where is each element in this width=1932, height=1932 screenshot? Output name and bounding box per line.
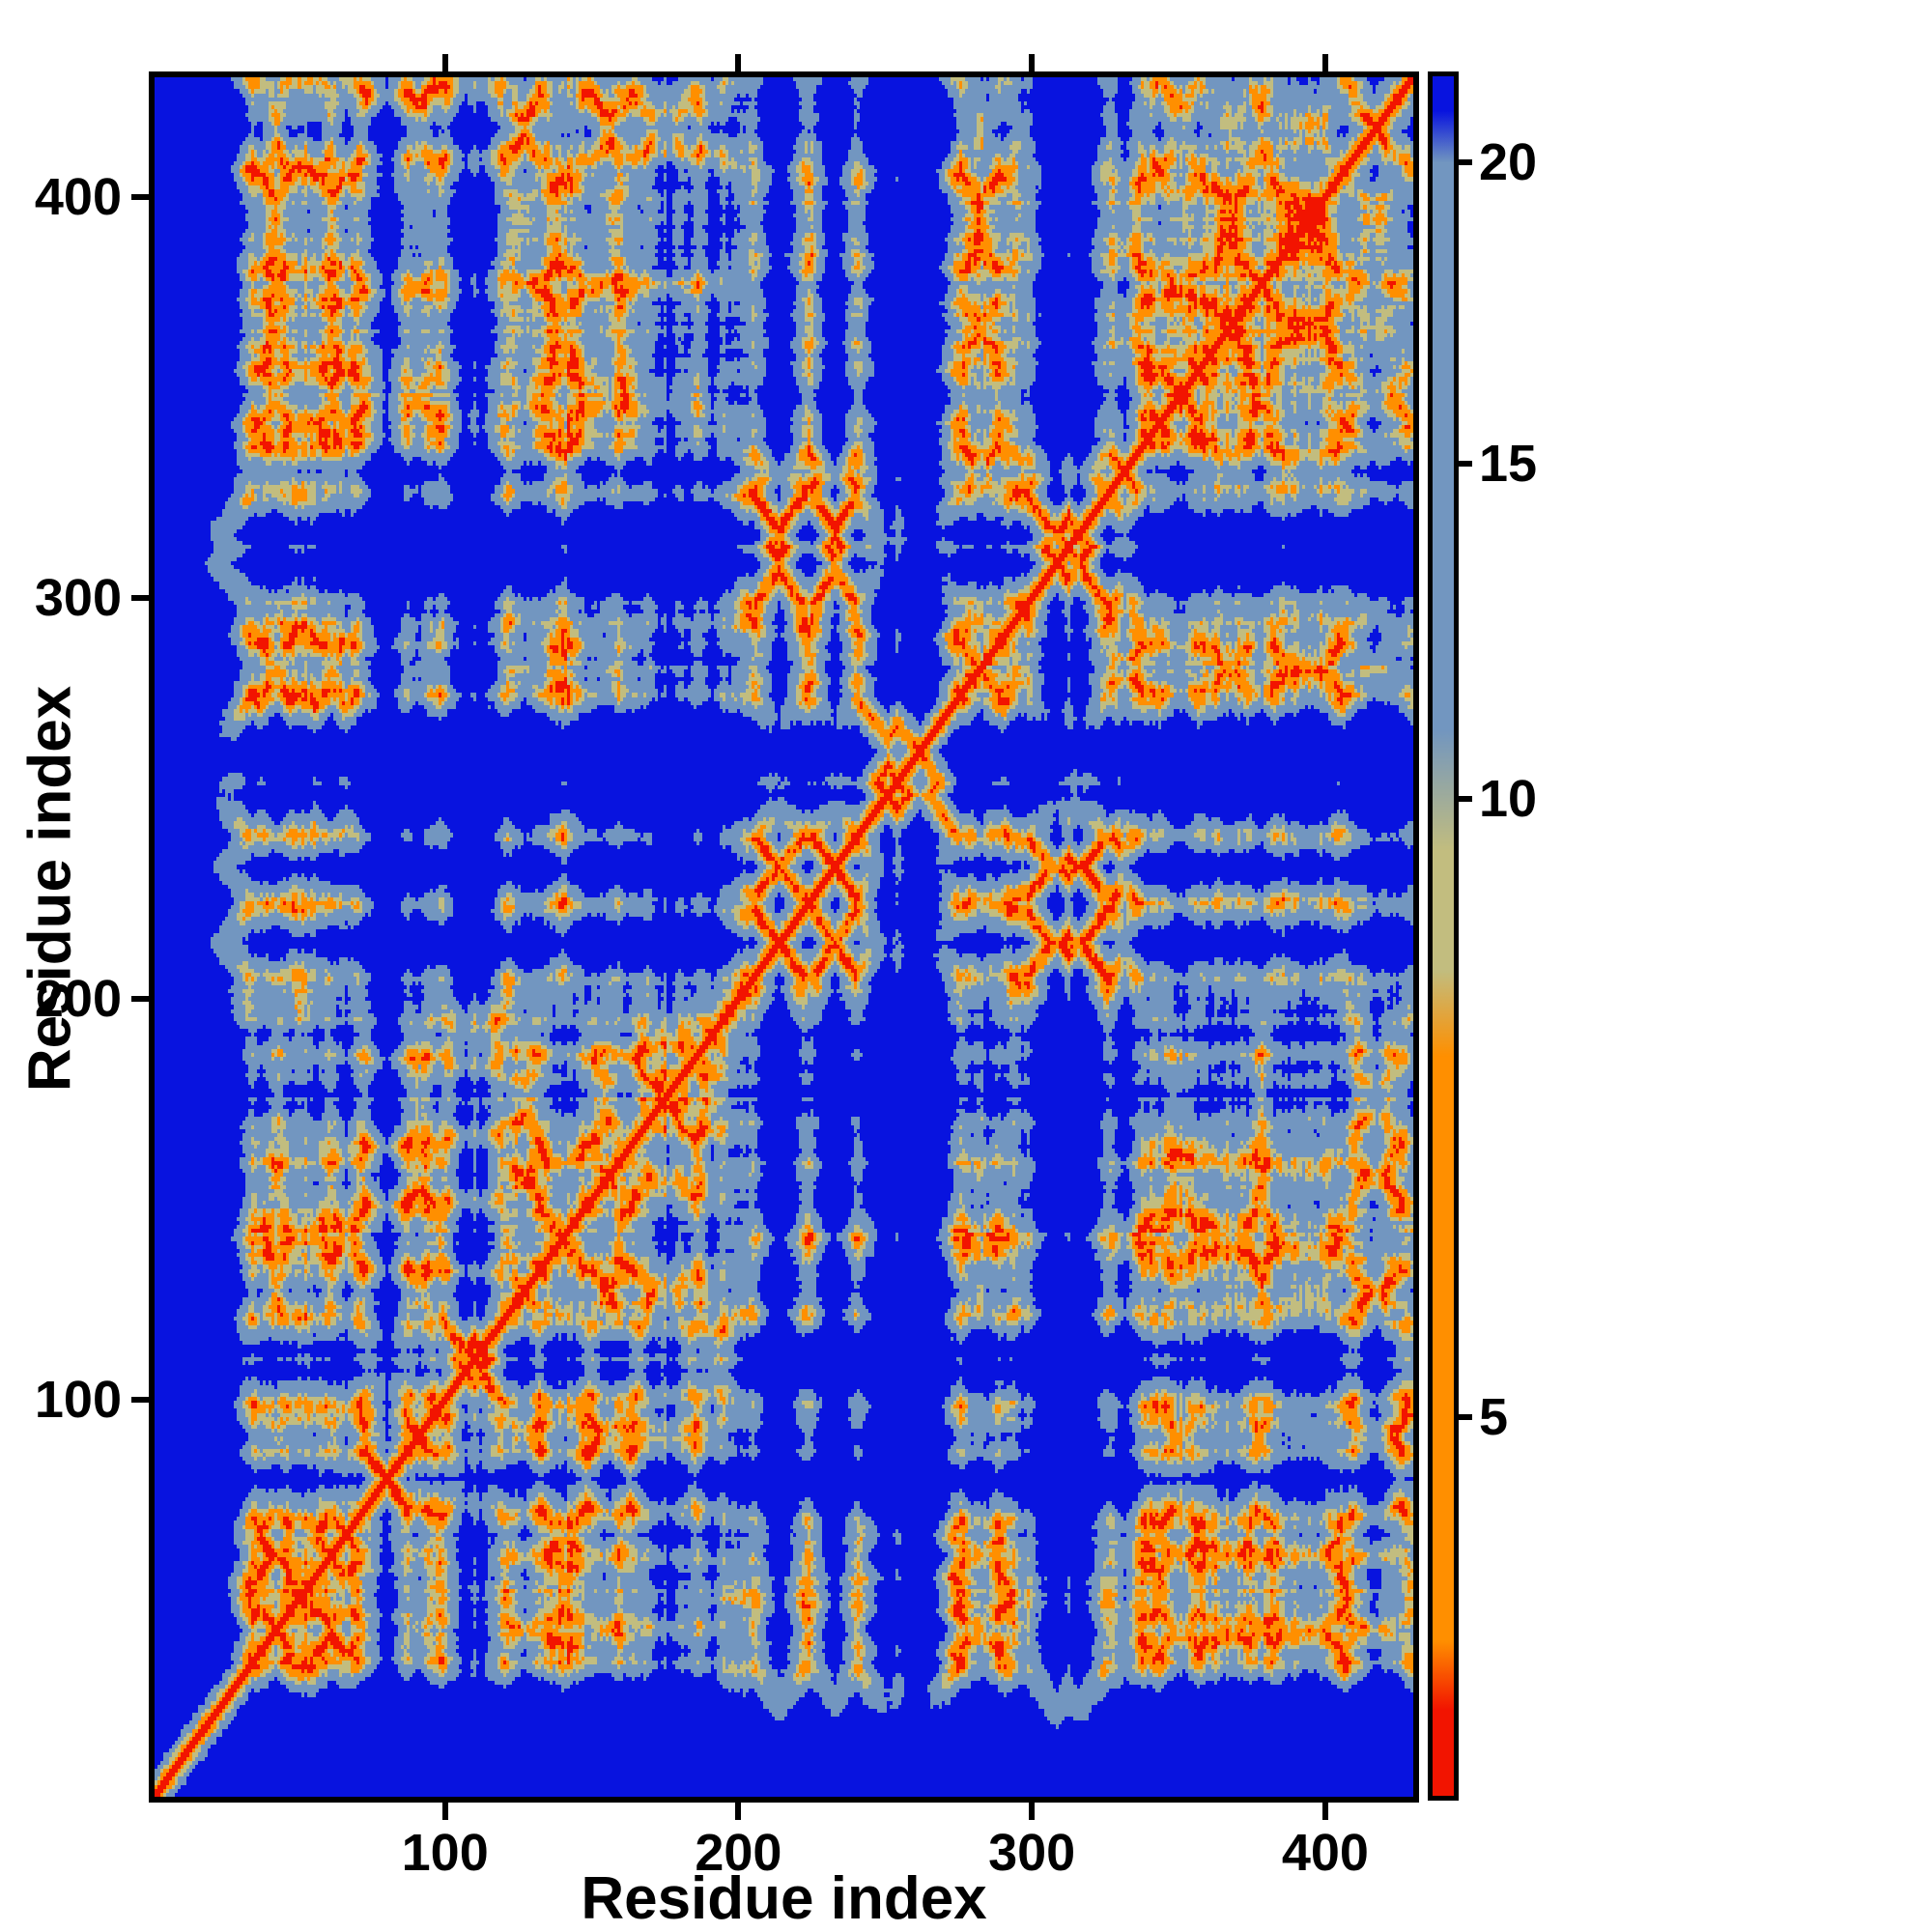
colorbar-tick-mark [1459,1414,1472,1421]
colorbar-tick-mark [1459,795,1472,802]
x-tick-label: 300 [988,1824,1076,1882]
y-tick-label: 200 [34,970,122,1029]
x-tick-mark-top [1029,54,1036,71]
x-tick-label: 400 [1281,1824,1369,1882]
x-tick-mark-top [441,54,448,71]
y-tick-label: 400 [34,168,122,227]
colorbar-tick-label: 5 [1479,1388,1509,1447]
x-tick-mark-bottom [1029,1803,1036,1820]
x-tick-mark-top [1321,54,1328,71]
colorbar-tick-mark [1459,460,1472,467]
colorbar-tick-label: 10 [1479,769,1538,828]
y-tick-mark [131,194,149,201]
x-tick-mark-bottom [1321,1803,1328,1820]
y-tick-mark [131,595,149,602]
colorbar [1428,71,1459,1801]
colorbar-tick-mark [1459,159,1472,165]
colorbar-tick-label: 15 [1479,434,1538,493]
x-tick-label: 200 [695,1824,782,1882]
y-tick-mark [131,1397,149,1404]
x-axis-label: Residue index [581,1865,987,1932]
y-tick-label: 300 [34,569,122,628]
y-tick-mark [131,996,149,1003]
colorbar-gradient-canvas [1433,76,1454,1796]
x-tick-mark-bottom [441,1803,448,1820]
x-tick-mark-top [735,54,742,71]
heatmap-plot [149,71,1419,1803]
x-tick-label: 100 [401,1824,489,1882]
y-axis-label: Residue index [16,685,84,1093]
distance-matrix-heatmap-canvas [155,77,1413,1797]
y-tick-label: 100 [34,1371,122,1430]
colorbar-tick-label: 20 [1479,133,1538,191]
x-tick-mark-bottom [735,1803,742,1820]
